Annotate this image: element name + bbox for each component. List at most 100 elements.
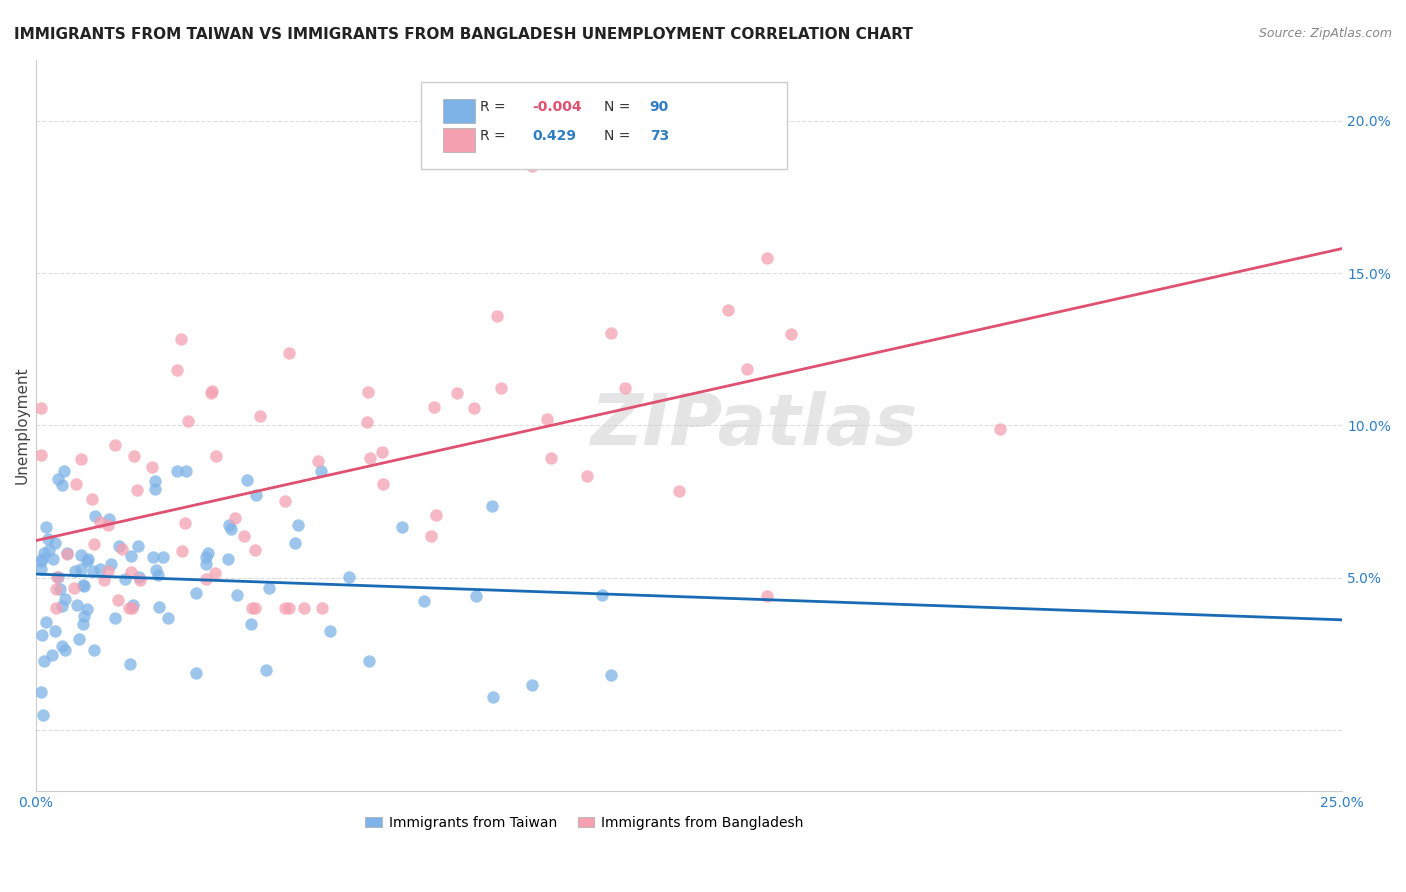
Point — [735, 362, 758, 376]
Point — [65, 477, 87, 491]
Text: 90: 90 — [650, 100, 669, 114]
Point — [32, 707, 55, 722]
Point — [76, 602, 98, 616]
Point — [194, 572, 217, 586]
Point — [254, 663, 277, 677]
Point — [463, 401, 485, 415]
Point — [599, 326, 621, 340]
Point — [779, 326, 801, 341]
Point — [520, 677, 543, 691]
Point — [200, 386, 222, 401]
Point — [66, 599, 89, 613]
Point — [121, 601, 143, 615]
Point — [174, 464, 197, 478]
Point — [717, 303, 740, 318]
Point — [307, 454, 329, 468]
Point — [51, 639, 73, 653]
Point — [38, 543, 60, 558]
Point — [311, 601, 333, 615]
Y-axis label: Unemployment: Unemployment — [15, 367, 30, 484]
Point — [104, 437, 127, 451]
Point — [205, 449, 228, 463]
Point — [236, 474, 259, 488]
Text: Source: ZipAtlas.com: Source: ZipAtlas.com — [1258, 27, 1392, 40]
Point — [72, 577, 94, 591]
Point — [56, 547, 79, 561]
Point — [337, 570, 360, 584]
Point — [425, 508, 447, 523]
Point — [319, 624, 342, 638]
Text: ZIPatlas: ZIPatlas — [591, 391, 918, 460]
Point — [204, 566, 226, 580]
Point — [195, 549, 218, 564]
Point — [148, 600, 170, 615]
Text: N =: N = — [605, 100, 634, 114]
Point — [143, 474, 166, 488]
Point — [127, 539, 149, 553]
Point — [63, 564, 86, 578]
Point — [243, 543, 266, 558]
Point — [240, 601, 263, 615]
Point — [82, 564, 104, 578]
Point — [278, 601, 301, 615]
Point — [121, 549, 143, 564]
Point — [30, 684, 52, 698]
Legend: Immigrants from Taiwan, Immigrants from Bangladesh: Immigrants from Taiwan, Immigrants from … — [360, 811, 810, 836]
Text: N =: N = — [605, 129, 634, 144]
Point — [614, 381, 637, 395]
Point — [489, 381, 512, 395]
Point — [446, 386, 468, 401]
Point — [465, 589, 488, 603]
Point — [70, 451, 93, 466]
Point — [37, 532, 59, 546]
Point — [51, 477, 73, 491]
Point — [51, 599, 73, 614]
Point — [218, 518, 240, 533]
Point — [49, 582, 72, 596]
Point — [277, 345, 299, 359]
Point — [170, 332, 193, 346]
Point — [217, 552, 239, 566]
Point — [111, 541, 134, 556]
Point — [69, 562, 91, 576]
Point — [233, 529, 256, 543]
FancyBboxPatch shape — [420, 81, 787, 169]
Point — [84, 508, 107, 523]
Point — [177, 414, 200, 428]
Point — [122, 449, 145, 463]
FancyBboxPatch shape — [443, 99, 475, 122]
Point — [41, 552, 63, 566]
Point — [34, 615, 56, 630]
Point — [197, 546, 219, 560]
Point — [540, 451, 562, 466]
Point — [97, 518, 120, 533]
Point — [224, 511, 246, 525]
Point — [575, 469, 598, 483]
Point — [287, 518, 309, 533]
Point — [67, 632, 90, 647]
Point — [166, 464, 188, 478]
Point — [100, 557, 122, 571]
Point — [120, 565, 142, 579]
Point — [195, 557, 218, 571]
Point — [30, 562, 52, 576]
Text: -0.004: -0.004 — [531, 100, 582, 114]
Text: R =: R = — [479, 100, 510, 114]
Point — [69, 548, 91, 562]
Point — [97, 564, 120, 578]
Point — [53, 464, 76, 478]
Point — [108, 539, 131, 553]
Point — [201, 384, 224, 399]
Point — [45, 582, 67, 596]
Point — [284, 536, 307, 550]
Point — [309, 465, 332, 479]
Point — [141, 459, 163, 474]
Point — [73, 609, 96, 624]
Point — [77, 552, 100, 566]
Point — [46, 472, 69, 486]
Point — [104, 610, 127, 624]
Point — [243, 601, 266, 615]
Point — [127, 483, 149, 497]
Point — [45, 570, 67, 584]
Point — [356, 415, 378, 429]
